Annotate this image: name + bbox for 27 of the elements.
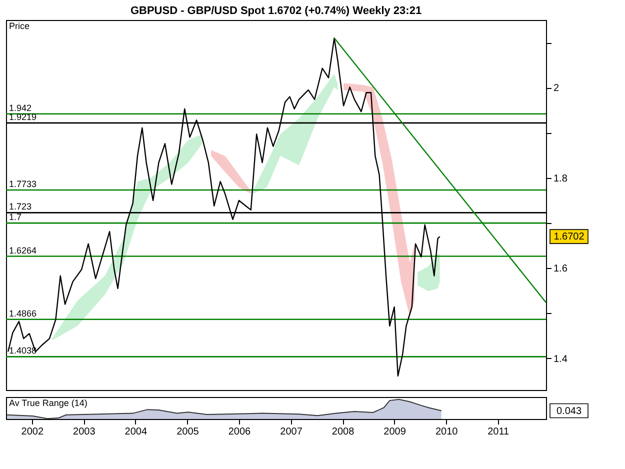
y-tick-label: 1.6	[554, 264, 568, 275]
text: 0.043	[556, 406, 582, 417]
text: 1.6702	[554, 232, 585, 243]
ref-line-label: 1.7	[9, 212, 22, 222]
ref-line-label: 1.4038	[9, 346, 37, 356]
x-tick-label: 2005	[176, 426, 200, 438]
x-tick-label: 2003	[73, 426, 96, 438]
chart-title: Av True Range (14)	[9, 398, 88, 408]
x-tick-label: 2004	[124, 426, 148, 438]
y-tick-label: 1.4	[554, 354, 568, 365]
ref-line-label: 1.4866	[9, 308, 37, 318]
ref-line-label: 1.942	[9, 102, 32, 113]
chart-title: GBPUSD - GBP/USD Spot 1.6702 (+0.74%) Weekly 23:21	[130, 5, 422, 17]
y-tick-label: 2	[554, 83, 560, 94]
x-tick-label: 2011	[488, 426, 510, 438]
x-tick-label: 2002	[21, 426, 44, 438]
x-tick-label: 2010	[435, 426, 458, 438]
y-tick-label: 1.8	[554, 173, 568, 184]
ref-line-label: 1.6264	[9, 245, 37, 256]
ref-line-label: 1.7733	[9, 178, 37, 189]
x-tick-label: 2007	[280, 426, 303, 438]
ref-line-label: 1.723	[9, 202, 32, 212]
x-tick-label: 2009	[384, 426, 406, 438]
x-tick-label: 2006	[228, 426, 252, 438]
annotation: Price	[9, 21, 30, 31]
x-tick-label: 2008	[332, 426, 355, 438]
ref-line-label: 1.9219	[9, 112, 37, 122]
